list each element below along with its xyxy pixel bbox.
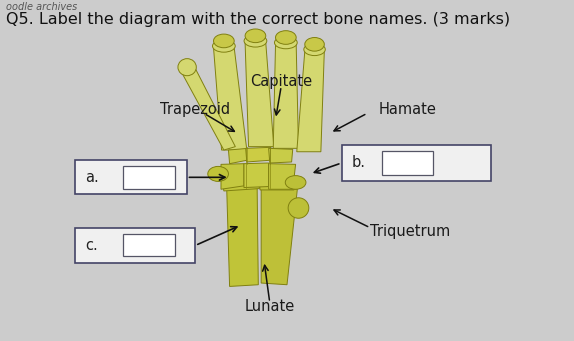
Text: Capitate: Capitate xyxy=(250,74,312,89)
Polygon shape xyxy=(227,188,258,286)
Ellipse shape xyxy=(245,29,266,43)
Polygon shape xyxy=(269,148,293,163)
Ellipse shape xyxy=(214,34,234,48)
Polygon shape xyxy=(261,189,297,285)
Polygon shape xyxy=(245,43,274,147)
Ellipse shape xyxy=(208,166,228,181)
Ellipse shape xyxy=(178,59,196,76)
Text: Q5. Label the diagram with the correct bone names. (3 marks): Q5. Label the diagram with the correct b… xyxy=(6,12,510,27)
Ellipse shape xyxy=(212,40,235,52)
Text: c.: c. xyxy=(85,238,98,253)
Text: Triquetrum: Triquetrum xyxy=(370,224,451,239)
Polygon shape xyxy=(246,147,271,162)
Text: Trapezoid: Trapezoid xyxy=(160,102,230,117)
FancyBboxPatch shape xyxy=(342,145,491,181)
Polygon shape xyxy=(221,164,244,189)
Text: Hamate: Hamate xyxy=(379,102,437,117)
Text: b.: b. xyxy=(352,155,366,170)
Polygon shape xyxy=(181,68,235,150)
Ellipse shape xyxy=(288,198,309,218)
FancyBboxPatch shape xyxy=(382,151,433,175)
Text: a.: a. xyxy=(85,170,99,185)
Polygon shape xyxy=(259,181,295,190)
Text: oodle archives: oodle archives xyxy=(6,2,77,12)
Ellipse shape xyxy=(285,176,306,189)
FancyBboxPatch shape xyxy=(75,228,195,263)
Text: Lunate: Lunate xyxy=(245,299,295,314)
Polygon shape xyxy=(228,148,248,164)
Polygon shape xyxy=(297,51,324,152)
Ellipse shape xyxy=(244,35,267,47)
Polygon shape xyxy=(244,163,269,188)
FancyBboxPatch shape xyxy=(75,160,187,194)
FancyBboxPatch shape xyxy=(123,234,175,256)
Ellipse shape xyxy=(305,38,324,51)
FancyBboxPatch shape xyxy=(123,166,175,189)
Ellipse shape xyxy=(304,43,325,56)
Polygon shape xyxy=(273,44,298,148)
Polygon shape xyxy=(269,164,296,189)
Polygon shape xyxy=(223,181,259,191)
Ellipse shape xyxy=(276,31,296,44)
Ellipse shape xyxy=(274,36,297,49)
Polygon shape xyxy=(214,48,247,150)
